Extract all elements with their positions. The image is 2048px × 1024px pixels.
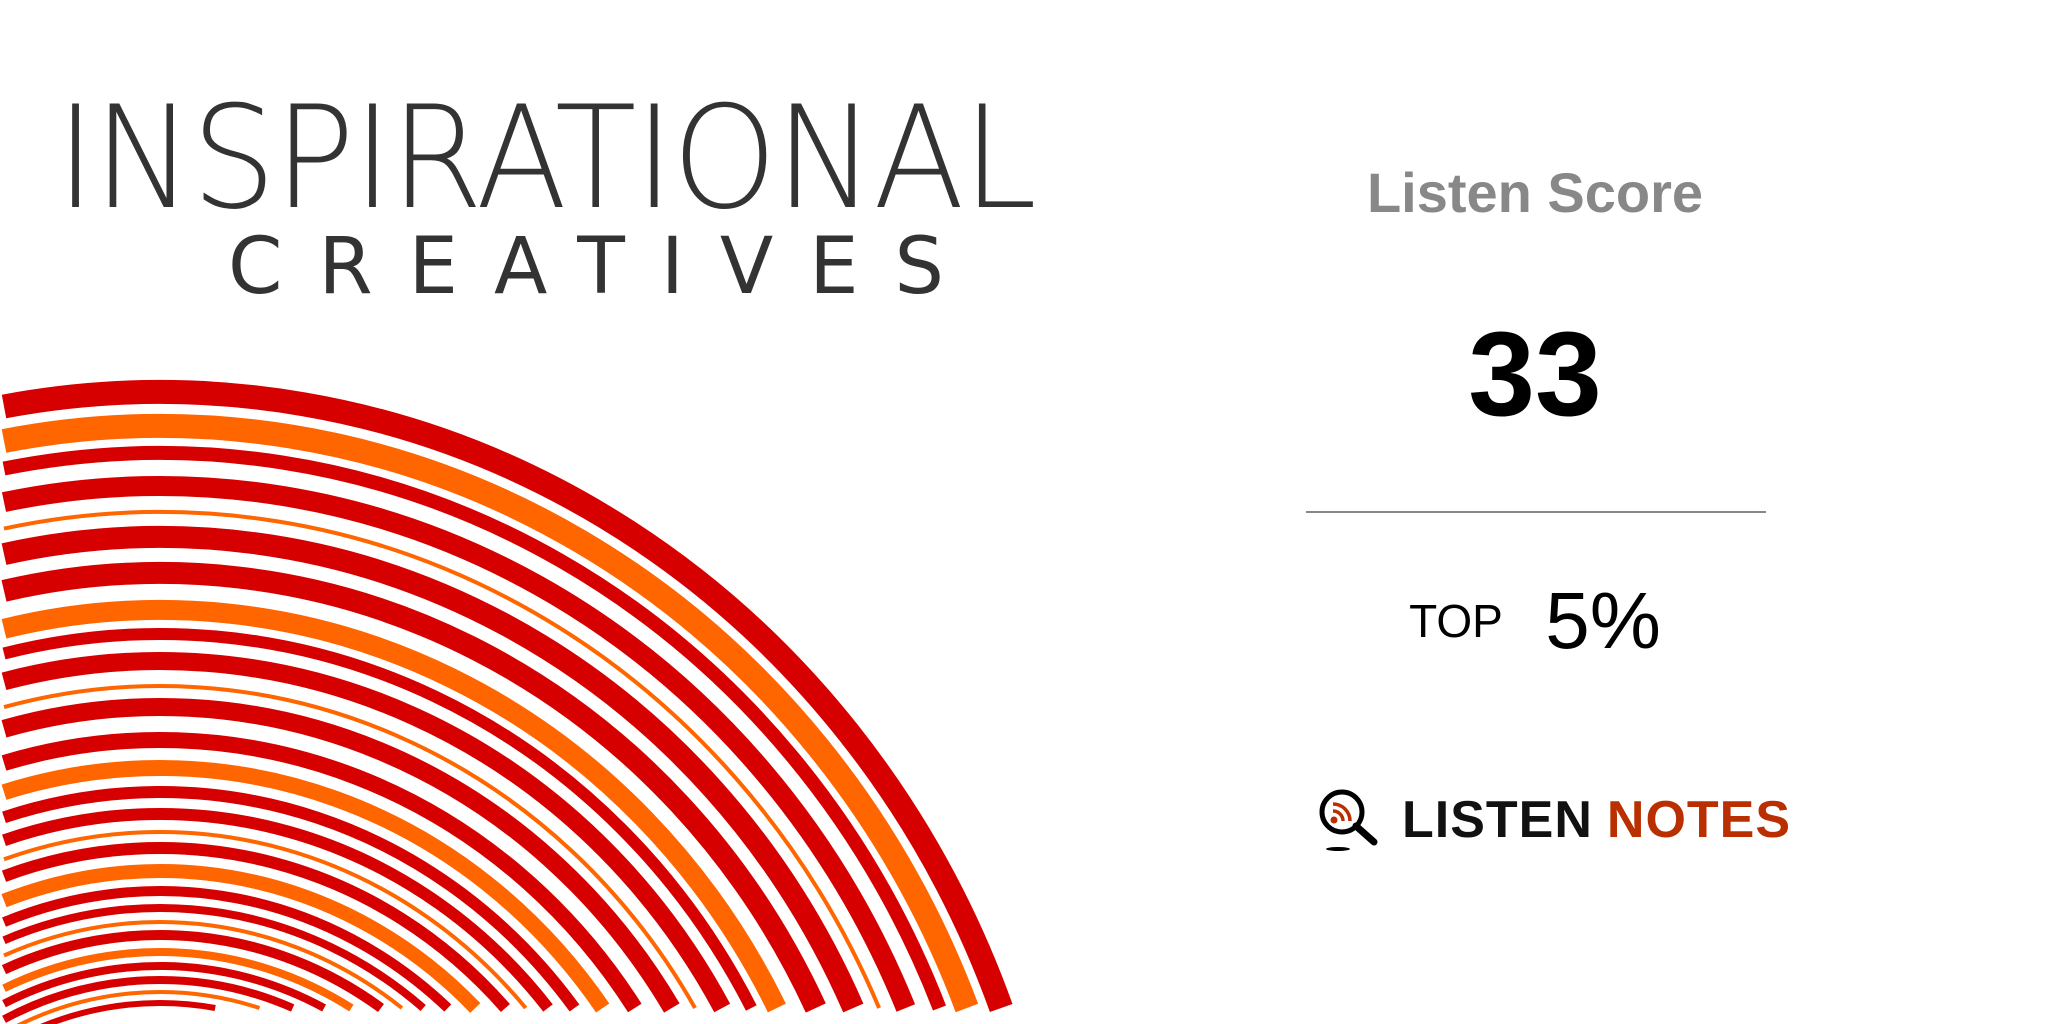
arc-band [3,510,881,1009]
arc-band [2,786,580,1012]
arc-band [1,732,642,1013]
arc-band [40,1000,216,1024]
arc-band [1,599,786,1013]
arc-band [1,476,916,1012]
listen-score-label: Listen Score [1366,161,1704,224]
arc-band [3,684,697,1009]
brand-name-notes: NOTES [1606,791,1792,849]
arc-band [1,414,979,1013]
arc-band [2,886,452,1012]
cover-title-line2: CREATIVES [228,222,981,312]
cover-title-line1: INSPIRATIONAL [56,76,1037,241]
arc-band [3,830,528,1010]
arc-band [1,842,510,1012]
listen-notes-logo: LISTEN NOTES [1316,785,1791,855]
arc-band [2,807,553,1012]
listen-score-panel: Listen Score 33 TOP 5% LISTEN NOTES [1040,0,2048,1024]
arc-band [2,948,354,1012]
arc-band [1,652,731,1013]
concentric-arcs-graphic [1,380,1013,1024]
arc-band [1,562,826,1013]
arc-band [1,929,384,1013]
arc-band [16,989,261,1024]
arc-band [2,446,947,1011]
arc-band [1,525,864,1013]
listen-score-value: 33 [1468,307,1602,441]
arc-band [1,760,610,1013]
arc-band [3,920,404,1010]
arc-band [2,628,757,1011]
arc-band [1,380,1013,1013]
magnifier-rss-icon [1319,789,1378,851]
top-percent-value: 5% [1545,576,1661,665]
arc-band [1,864,481,1013]
arc-band [2,962,327,1012]
top-percentile: TOP 5% [1040,575,2030,667]
arc-band [2,976,295,1023]
brand-name-listen: LISTEN [1402,791,1593,849]
podcast-cover-art: INSPIRATIONAL CREATIVES [1,76,1038,1024]
top-label: TOP [1409,595,1503,647]
arc-band [1,698,680,1013]
arc-band [2,903,426,1012]
divider [1306,511,1766,513]
